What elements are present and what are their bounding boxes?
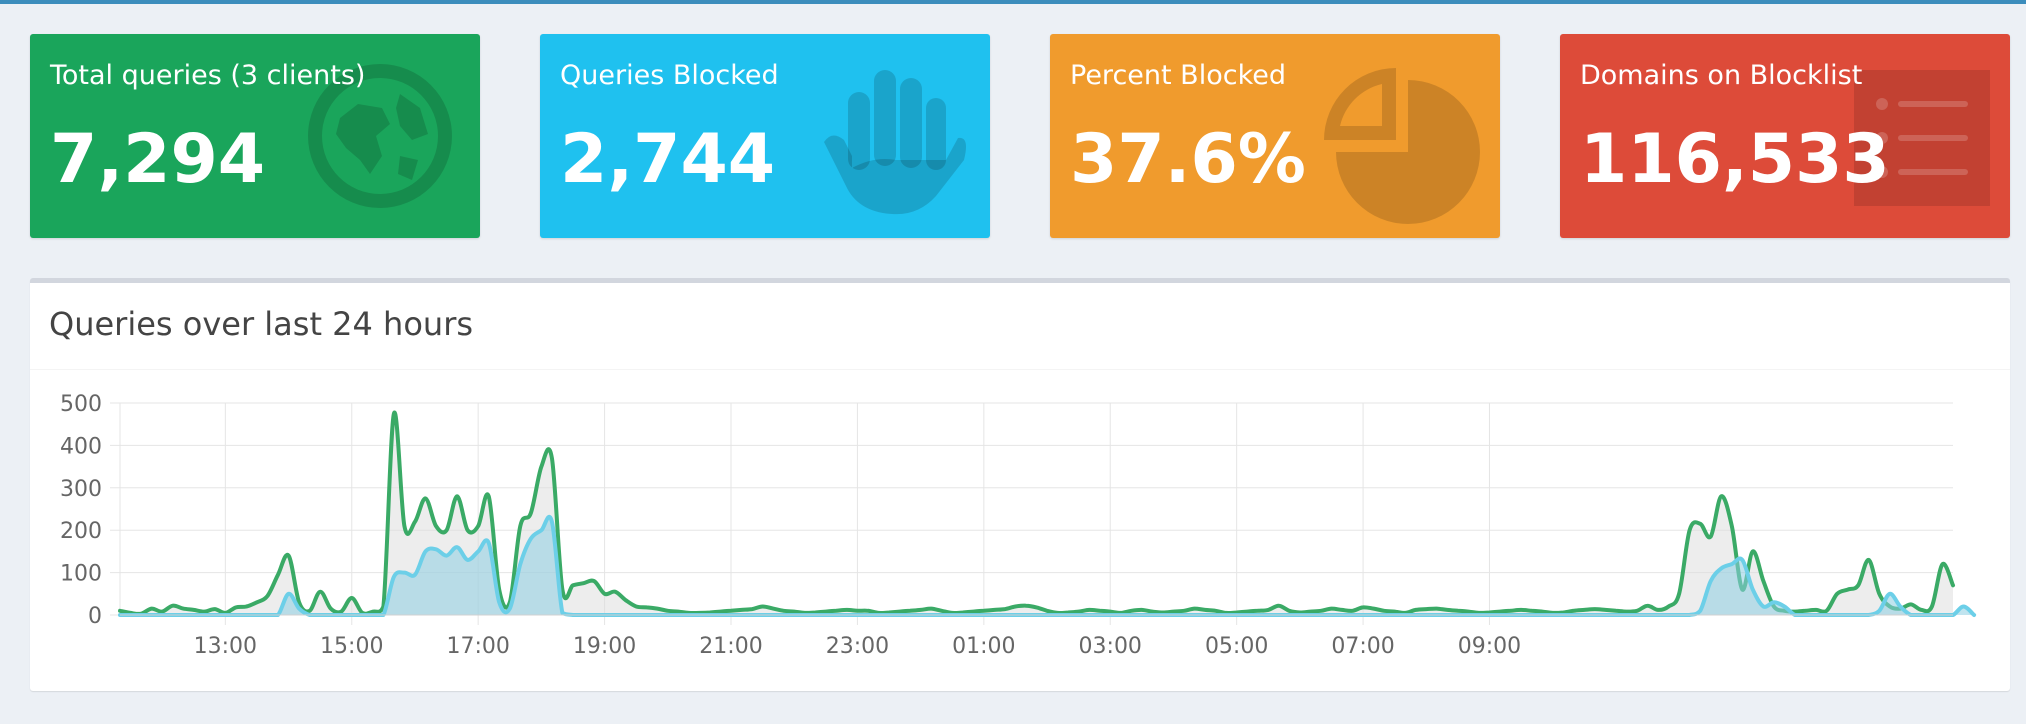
- x-tick-label: 01:00: [952, 634, 1015, 659]
- stat-value: 116,533: [1580, 120, 1890, 199]
- domains-on-blocklist-box[interactable]: Domains on Blocklist 116,533: [1560, 34, 2010, 238]
- y-tick-label: 500: [60, 392, 102, 417]
- x-tick-label: 19:00: [573, 634, 636, 659]
- y-tick-label: 100: [60, 562, 102, 587]
- y-tick-label: 300: [60, 477, 102, 502]
- y-tick-label: 0: [88, 604, 102, 629]
- panel-divider: [30, 369, 2010, 370]
- percent-blocked-box[interactable]: Percent Blocked 37.6%: [1050, 34, 1500, 238]
- x-tick-label: 17:00: [446, 634, 509, 659]
- series-0-line: [118, 410, 1955, 616]
- y-tick-label: 200: [60, 519, 102, 544]
- top-accent-line: [0, 0, 2026, 4]
- queries-chart-panel: Queries over last 24 hours 0 100 200 300 400…: [30, 278, 2010, 691]
- x-tick-label: 05:00: [1205, 634, 1268, 659]
- hand-icon: [824, 70, 966, 215]
- panel-title: Queries over last 24 hours: [49, 305, 474, 343]
- x-tick-label: 21:00: [699, 634, 762, 659]
- queries-area-chart[interactable]: 0 100 200 300 400 500 13:00 15:00 17:00 19:00 21:0…: [30, 283, 2010, 691]
- series-1-area: [120, 516, 1975, 615]
- stat-value: 7,294: [50, 120, 266, 199]
- x-tick-label: 09:00: [1458, 634, 1521, 659]
- y-tick-label: 400: [60, 434, 102, 459]
- globe-icon: [308, 64, 452, 208]
- stat-value: 37.6%: [1070, 120, 1306, 199]
- x-tick-label: 07:00: [1331, 634, 1394, 659]
- series-0-area: [120, 412, 1953, 615]
- queries-blocked-box[interactable]: Queries Blocked 2,744: [540, 34, 990, 238]
- list-icon: [1854, 70, 1990, 206]
- stat-value: 2,744: [560, 120, 776, 199]
- x-tick-label: 15:00: [320, 634, 383, 659]
- stat-title: Percent Blocked: [1070, 60, 1286, 91]
- stat-title: Domains on Blocklist: [1580, 60, 1863, 91]
- x-tick-label: 13:00: [194, 634, 257, 659]
- x-tick-label: 23:00: [826, 634, 889, 659]
- pie-chart-icon: [1324, 68, 1480, 224]
- stat-title: Queries Blocked: [560, 60, 779, 91]
- stat-title: Total queries (3 clients): [50, 60, 366, 91]
- total-queries-box[interactable]: Total queries (3 clients) 7,294: [30, 34, 480, 238]
- x-tick-label: 03:00: [1079, 634, 1142, 659]
